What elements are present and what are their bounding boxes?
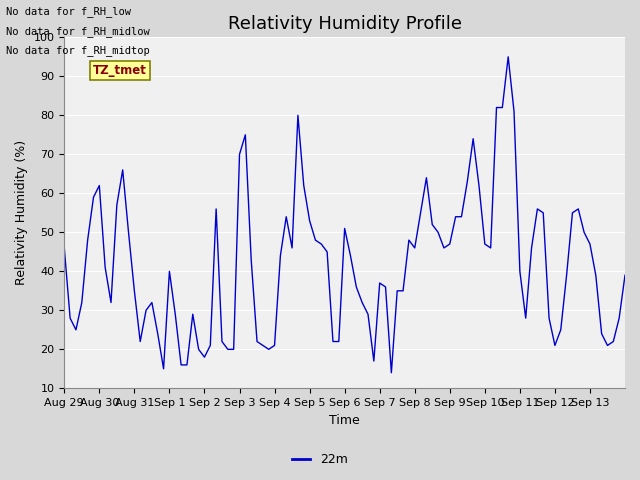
Text: TZ_tmet: TZ_tmet (93, 64, 147, 77)
Text: No data for f_RH_midlow: No data for f_RH_midlow (6, 25, 150, 36)
Y-axis label: Relativity Humidity (%): Relativity Humidity (%) (15, 140, 28, 286)
X-axis label: Time: Time (329, 414, 360, 427)
Title: Relativity Humidity Profile: Relativity Humidity Profile (228, 15, 461, 33)
Text: No data for f_RH_midtop: No data for f_RH_midtop (6, 45, 150, 56)
Text: No data for f_RH_low: No data for f_RH_low (6, 6, 131, 17)
Legend: 22m: 22m (287, 448, 353, 471)
